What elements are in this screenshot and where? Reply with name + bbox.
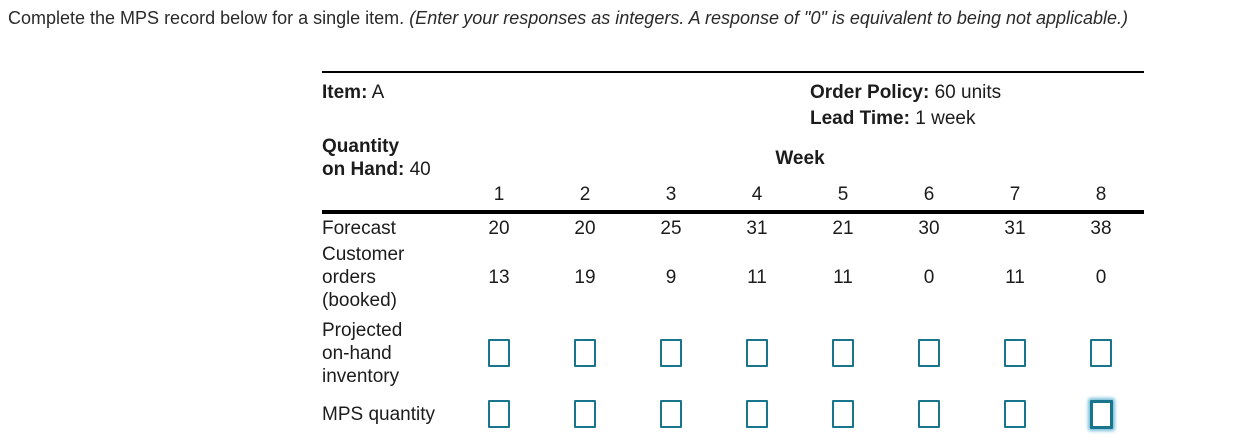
week-number: 4 [751,184,763,205]
week-number: 2 [579,184,591,205]
forecast-value: 25 [660,218,682,239]
week-number: 3 [665,184,677,205]
mps-quantity-input-week-1[interactable] [488,400,510,428]
forecast-label: Forecast [322,218,396,239]
forecast-value: 20 [574,218,596,239]
instruction-text: Complete the MPS record below for a sing… [8,6,1128,30]
week-header: Week [775,148,825,169]
forecast-value: 20 [488,218,510,239]
quantity-on-hand: Quantity on Hand: 40 [322,135,431,181]
projected-inventory-row: Projected on-hand inventory [322,312,1144,390]
instruction-note: (Enter your responses as integers. A res… [409,8,1129,28]
week-number: 7 [1009,184,1021,205]
item-value: A [371,82,385,103]
week-number: 6 [923,184,935,205]
projected-inventory-input-week-4[interactable] [746,339,768,367]
forecast-value: 31 [746,218,768,239]
week-number: 1 [493,184,505,205]
mps-quantity-input-week-3[interactable] [660,400,682,428]
week-number: 8 [1095,184,1107,205]
mps-quantity-input-week-8-focused[interactable] [1089,399,1113,429]
customer-orders-row: Customer orders (booked) 13 19 9 11 11 0… [322,241,1144,312]
lead-time-label: Lead Time: [810,108,910,129]
projected-inventory-input-week-3[interactable] [660,339,682,367]
customer-orders-label: Customer orders (booked) [322,244,405,311]
customer-orders-value: 11 [747,266,767,288]
week-number-row: 1 2 3 4 5 6 7 8 [322,183,1144,214]
lead-time-value: 1 week [915,108,976,129]
mps-quantity-input-week-5[interactable] [832,400,854,428]
mps-record-table: Item: A Order Policy: 60 units Lead Time… [322,71,1144,434]
qty-label-line1: Quantity [322,136,400,157]
projected-inventory-input-week-6[interactable] [918,339,940,367]
projected-inventory-input-week-2[interactable] [574,339,596,367]
forecast-value: 38 [1090,218,1112,239]
forecast-row: Forecast 20 20 25 31 21 30 31 38 [322,214,1144,241]
forecast-value: 21 [832,218,854,239]
item-line: Item: A [322,81,384,105]
policy-block: Order Policy: 60 units Lead Time: 1 week [810,81,1001,133]
order-policy-value: 60 units [934,82,1002,103]
mps-quantity-input-week-2[interactable] [574,400,596,428]
instruction-main: Complete the MPS record below for a sing… [8,8,410,28]
mps-quantity-input-week-4[interactable] [746,400,768,428]
projected-inventory-label: Projected on-hand inventory [322,319,403,387]
customer-orders-value: 13 [488,266,510,288]
customer-orders-value: 11 [1005,266,1025,288]
forecast-value: 31 [1004,218,1026,239]
customer-orders-value: 19 [574,266,596,288]
qty-label-line2: on Hand: 40 [322,159,431,180]
qty-on-hand-value: 40 [409,159,431,180]
customer-orders-value: 9 [665,266,677,288]
mps-quantity-input-week-7[interactable] [1004,400,1026,428]
order-policy-label: Order Policy: [810,82,930,103]
forecast-value: 30 [918,218,940,239]
record-header: Item: A Order Policy: 60 units Lead Time… [322,73,1144,133]
projected-inventory-input-week-8[interactable] [1090,339,1112,367]
lead-time-line: Lead Time: 1 week [810,107,1001,131]
mps-quantity-input-week-6[interactable] [918,400,940,428]
mps-quantity-label: MPS quantity [322,403,435,425]
order-policy-line: Order Policy: 60 units [810,81,1001,105]
customer-orders-value: 0 [1095,266,1107,288]
projected-inventory-input-week-1[interactable] [488,339,510,367]
customer-orders-value: 0 [923,266,935,288]
projected-inventory-input-week-5[interactable] [832,339,854,367]
item-label: Item: [322,82,368,103]
customer-orders-value: 11 [833,266,853,288]
projected-inventory-input-week-7[interactable] [1004,339,1026,367]
mps-quantity-row: MPS quantity [322,390,1144,434]
qty-week-band: Quantity on Hand: 40 Week [322,135,1144,183]
week-number: 5 [837,184,849,205]
